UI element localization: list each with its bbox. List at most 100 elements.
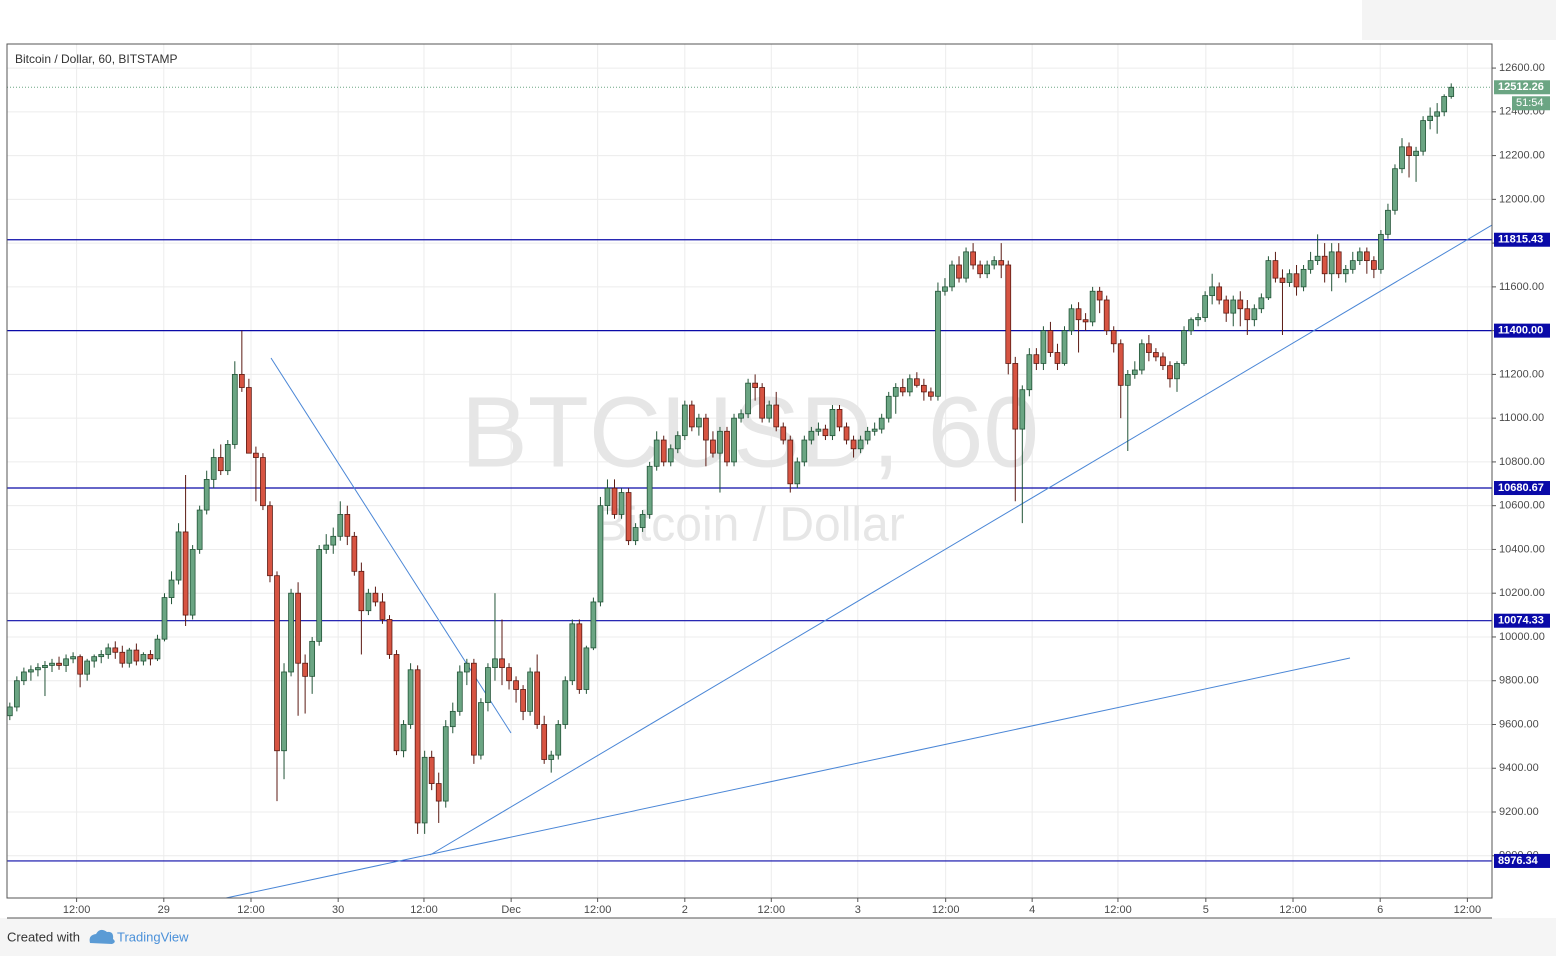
candle-body <box>295 592 301 664</box>
candle-body <box>801 439 808 463</box>
x-tick-label: 12:00 <box>1454 904 1482 916</box>
candle-body <box>759 387 766 419</box>
candle-body <box>576 623 583 690</box>
footer-text: Created with <box>7 929 80 944</box>
y-tick-label: 12000.00 <box>1499 193 1545 205</box>
candle-body <box>435 783 442 802</box>
candle-body <box>463 662 470 673</box>
y-tick-label: 11200.00 <box>1499 368 1544 380</box>
candle-body <box>688 404 695 428</box>
candle-body <box>1188 319 1194 332</box>
candle-body <box>555 724 562 756</box>
candle-body <box>562 680 569 725</box>
candle-body <box>1307 260 1314 270</box>
y-tick-label: 11600.00 <box>1499 281 1544 293</box>
candle-body <box>1237 299 1244 310</box>
plot-frame <box>6 43 1493 899</box>
x-tick-label: 12:00 <box>932 904 960 916</box>
y-tick-label: 9400.00 <box>1499 762 1539 774</box>
candle-body <box>1195 317 1201 321</box>
candle-body <box>1012 363 1019 430</box>
grid <box>7 44 1492 898</box>
candle-body <box>1244 308 1251 321</box>
level-label-box <box>1494 613 1550 628</box>
candle-body <box>1258 297 1265 310</box>
x-tick-label: Dec <box>501 904 521 916</box>
toolbar-area <box>1362 0 1556 40</box>
candle-body <box>1392 168 1398 211</box>
trendline[interactable] <box>225 657 1351 898</box>
level-label-box <box>1494 853 1550 868</box>
chart-title: Bitcoin / Dollar, 60, BITSTAMP <box>15 52 178 66</box>
candle-body <box>393 654 400 752</box>
candle-body <box>1138 343 1145 371</box>
candle-body <box>1448 86 1455 97</box>
candle-body <box>604 487 611 507</box>
candle-body <box>949 264 955 288</box>
candle-body <box>794 461 801 485</box>
candle-body <box>717 430 723 454</box>
candle-body <box>527 671 533 712</box>
candle-body <box>639 514 646 528</box>
footer-bar <box>0 918 1556 956</box>
candle-body <box>1146 343 1152 353</box>
y-tick-label: 10000.00 <box>1499 631 1545 643</box>
candle-body <box>1441 96 1448 113</box>
candle-body <box>288 592 294 673</box>
brand-icon[interactable] <box>89 929 115 944</box>
candle-body <box>1300 268 1307 288</box>
candle-body <box>1103 299 1110 332</box>
candle-body <box>1089 290 1096 323</box>
candle-body <box>330 535 337 546</box>
candle-body <box>710 439 716 454</box>
candle-body <box>224 444 231 472</box>
candle-body <box>1005 264 1012 364</box>
candle-body <box>98 654 105 658</box>
candle-body <box>1363 251 1370 262</box>
candle-body <box>1047 330 1054 353</box>
candle-body <box>1293 273 1300 288</box>
candle-body <box>407 669 414 725</box>
candle-body <box>864 430 871 441</box>
candle-body <box>35 667 41 671</box>
y-tick-label: 10400.00 <box>1499 543 1545 555</box>
candles <box>6 83 1455 834</box>
candle-body <box>126 649 133 664</box>
trendline[interactable] <box>429 224 1492 856</box>
candle-body <box>196 509 203 550</box>
candle-body <box>1153 352 1159 358</box>
x-tick-label: 12:00 <box>1279 904 1307 916</box>
candle-body <box>822 428 829 437</box>
y-tick-label: 10800.00 <box>1499 456 1545 468</box>
candle-body <box>1033 354 1040 364</box>
candle-body <box>520 689 526 712</box>
candle-body <box>168 579 175 598</box>
x-tick-label: 6 <box>1377 904 1383 916</box>
candle-body <box>815 428 822 432</box>
level-label: 11815.43 <box>1498 234 1543 246</box>
y-tick-label: 10200.00 <box>1499 587 1545 599</box>
candle-body <box>1181 330 1187 364</box>
x-tick-label: 12:00 <box>237 904 265 916</box>
candle-body <box>63 658 69 666</box>
candle-body <box>899 387 906 393</box>
candle-body <box>1096 290 1103 301</box>
x-tick-label: 4 <box>1029 904 1035 916</box>
trendline[interactable] <box>270 357 512 734</box>
y-tick-label: 11000.00 <box>1499 412 1544 424</box>
candle-body <box>1174 363 1180 380</box>
candle-body <box>56 662 62 666</box>
candle-body <box>189 549 196 616</box>
candle-body <box>681 404 688 437</box>
candle-body <box>1131 369 1138 375</box>
candle-body <box>1378 233 1384 270</box>
candle-body <box>442 726 449 802</box>
footer-brand[interactable]: TradingView <box>117 929 189 944</box>
candle-body <box>1399 146 1405 170</box>
candle-body <box>752 382 758 388</box>
last-price-label: 12512.26 <box>1498 81 1544 93</box>
x-tick-label: 29 <box>158 904 170 916</box>
candle-body <box>1068 308 1075 332</box>
